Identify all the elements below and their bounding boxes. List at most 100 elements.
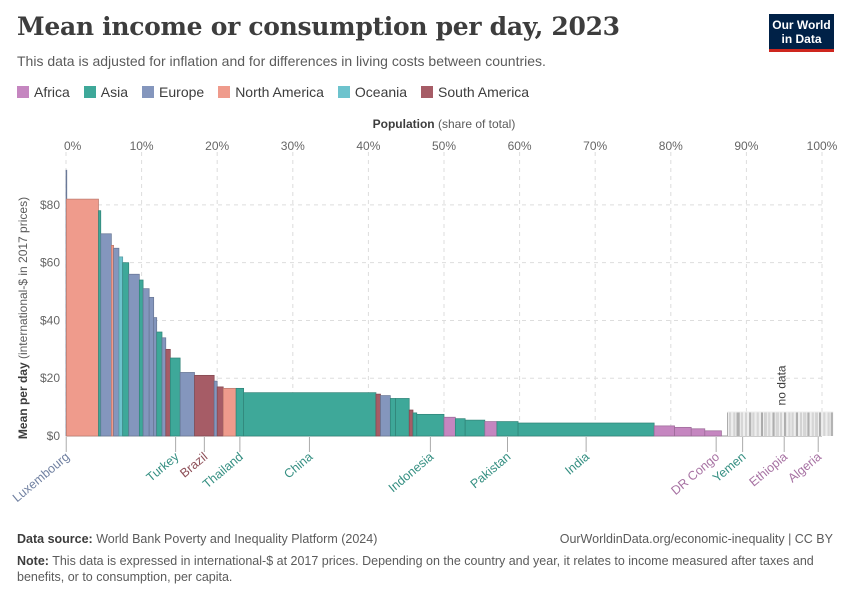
- data-source-label: Data source:: [17, 532, 93, 546]
- chart-title: Mean income or consumption per day, 2023: [17, 12, 620, 41]
- y-tick-label: $80: [40, 198, 60, 212]
- bar: [380, 395, 391, 437]
- bar: [66, 198, 99, 437]
- annotation-label: Thailand: [200, 450, 246, 492]
- legend-label: South America: [438, 84, 530, 100]
- legend-swatch: [218, 86, 231, 98]
- legend-label: Oceania: [354, 84, 408, 100]
- source-url[interactable]: OurWorldinData.org/economic-inequality |…: [559, 532, 833, 546]
- x-tick-label: 100%: [807, 139, 838, 153]
- legend-swatch: [337, 86, 350, 98]
- x-tick-label: 30%: [281, 139, 305, 153]
- y-tick-label: $60: [40, 256, 60, 270]
- bar: [653, 425, 675, 437]
- annotation-label: Ethiopia: [747, 450, 791, 490]
- bar: [704, 430, 722, 437]
- bar: [216, 386, 224, 437]
- note: Note: This data is expressed in internat…: [17, 553, 817, 585]
- bar: [443, 416, 456, 437]
- data-source-text: World Bank Poverty and Inequality Platfo…: [92, 532, 378, 546]
- bar: [161, 337, 167, 437]
- bar: [243, 392, 377, 437]
- legend-item-north-america[interactable]: North America: [218, 84, 324, 100]
- bar: [148, 296, 155, 437]
- bar: [690, 428, 706, 437]
- x-tick-label: 0%: [64, 139, 82, 153]
- x-axis-label-bold: Population: [373, 117, 435, 131]
- bar: [496, 421, 519, 437]
- legend-swatch: [142, 86, 155, 98]
- bar: [213, 380, 218, 437]
- note-label: Note:: [17, 554, 49, 568]
- y-axis-label-rest: (international-$ in 2017 prices): [16, 197, 30, 362]
- bar: [118, 256, 124, 437]
- bar: [142, 288, 150, 437]
- bar: [128, 273, 140, 437]
- annotation-label: Pakistan: [468, 450, 514, 492]
- owid-logo[interactable]: Our World in Data: [769, 14, 834, 52]
- legend-swatch: [83, 86, 96, 98]
- note-text: This data is expressed in international-…: [17, 554, 814, 584]
- x-tick-label: 70%: [583, 139, 607, 153]
- y-tick-label: $40: [40, 313, 60, 327]
- annotation-label: Luxembourg: [10, 450, 72, 505]
- logo-line-1: Our World: [772, 18, 831, 32]
- legend-item-asia[interactable]: Asia: [83, 84, 129, 100]
- bar: [517, 422, 655, 437]
- bar: [179, 372, 195, 437]
- legend-swatch: [17, 86, 29, 98]
- bar: [113, 247, 120, 437]
- x-tick-label: 80%: [659, 139, 683, 153]
- bar: [412, 412, 418, 437]
- x-axis-label-rest: (share of total): [435, 117, 516, 131]
- chart-area: Population (share of total) 0% 10% 20% 30% 40…: [10, 117, 838, 505]
- bar: [416, 413, 445, 437]
- bar: [156, 331, 163, 437]
- bar: [169, 357, 181, 437]
- legend-swatch: [421, 86, 434, 98]
- x-tick-label: 40%: [356, 139, 380, 153]
- bar: [454, 418, 466, 437]
- logo-line-2: in Data: [781, 32, 822, 46]
- legend-item-africa[interactable]: Africa: [17, 84, 70, 100]
- annotation-label: Turkey: [144, 449, 182, 484]
- chart-subtitle: This data is adjusted for inflation and …: [17, 53, 546, 69]
- data-source: Data source: World Bank Poverty and Ineq…: [17, 532, 377, 546]
- bar: [395, 398, 410, 437]
- bar: [100, 233, 112, 437]
- x-axis-label: Population (share of total): [373, 117, 516, 131]
- bar: [464, 419, 486, 437]
- bar: [408, 409, 414, 437]
- legend-item-south-america[interactable]: South America: [421, 84, 529, 100]
- y-axis-label: Mean per day (international-$ in 2017 pr…: [16, 197, 30, 439]
- legend-label: Europe: [159, 84, 205, 100]
- bar: [235, 387, 245, 437]
- y-tick-label: $0: [47, 429, 61, 443]
- y-axis-label-bold: Mean per day: [16, 362, 30, 439]
- annotation-label: India: [562, 450, 592, 478]
- legend: Africa Asia Europe North America Oceania Sout…: [17, 84, 529, 100]
- x-tick-label: 20%: [205, 139, 229, 153]
- bar: [674, 426, 692, 437]
- legend-label: Asia: [100, 84, 129, 100]
- x-tick-label: 10%: [130, 139, 154, 153]
- bar: [194, 374, 215, 437]
- legend-item-europe[interactable]: Europe: [142, 84, 204, 100]
- bar: [122, 262, 130, 437]
- bar: [165, 348, 171, 437]
- x-tick-label: 50%: [432, 139, 456, 153]
- bar: [153, 317, 158, 437]
- legend-item-oceania[interactable]: Oceania: [337, 84, 408, 100]
- annotation-label: China: [281, 450, 315, 482]
- bar: [138, 279, 144, 437]
- legend-label: Africa: [34, 84, 70, 100]
- annotation-label: Algeria: [785, 450, 824, 486]
- no-data-label: no data: [775, 365, 789, 405]
- x-tick-label: 60%: [508, 139, 532, 153]
- bar: [222, 387, 237, 437]
- legend-label: North America: [235, 84, 324, 100]
- bar: [484, 421, 498, 437]
- bar: [375, 393, 381, 437]
- annotation-label: Indonesia: [386, 450, 437, 496]
- x-tick-label: 90%: [734, 139, 758, 153]
